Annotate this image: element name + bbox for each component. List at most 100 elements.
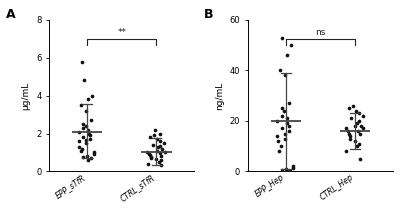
- Point: [146, 153, 152, 156]
- Point: [283, 167, 289, 171]
- Point: [91, 151, 98, 154]
- Point: [279, 168, 285, 172]
- Point: [274, 134, 281, 138]
- Point: [150, 143, 156, 147]
- Point: [279, 107, 285, 110]
- Point: [286, 124, 292, 128]
- Point: [84, 155, 91, 158]
- Point: [153, 158, 160, 161]
- Point: [279, 36, 286, 39]
- Point: [343, 127, 349, 130]
- Point: [144, 162, 151, 165]
- Point: [87, 134, 94, 137]
- Point: [288, 43, 294, 47]
- Point: [344, 129, 351, 133]
- Point: [157, 144, 164, 148]
- Point: [343, 150, 350, 153]
- Point: [290, 165, 296, 168]
- Point: [156, 152, 163, 155]
- Point: [286, 170, 293, 173]
- Point: [89, 94, 96, 97]
- Point: [356, 132, 363, 135]
- Point: [282, 137, 288, 140]
- Point: [80, 136, 86, 139]
- Point: [346, 134, 353, 138]
- Point: [281, 109, 288, 113]
- Point: [157, 139, 164, 143]
- Point: [161, 141, 167, 145]
- Point: [276, 69, 283, 72]
- Point: [274, 119, 280, 123]
- Point: [290, 166, 296, 169]
- Point: [352, 124, 358, 128]
- Point: [278, 144, 284, 148]
- Point: [284, 54, 290, 57]
- Point: [358, 124, 364, 128]
- Point: [285, 129, 292, 133]
- Point: [83, 109, 89, 113]
- Text: A: A: [6, 8, 15, 21]
- Point: [77, 149, 84, 152]
- Point: [82, 124, 89, 128]
- Point: [154, 149, 160, 152]
- Point: [156, 132, 163, 135]
- Point: [85, 98, 91, 101]
- Point: [352, 139, 358, 143]
- Point: [76, 130, 82, 133]
- Point: [79, 147, 85, 150]
- Point: [356, 112, 362, 115]
- Point: [148, 156, 155, 160]
- Point: [282, 132, 288, 135]
- Point: [284, 122, 291, 125]
- Point: [158, 158, 164, 162]
- Point: [345, 107, 352, 110]
- Point: [78, 104, 84, 107]
- Point: [159, 147, 165, 150]
- Point: [347, 137, 353, 140]
- Point: [274, 139, 281, 143]
- Point: [278, 114, 285, 118]
- Point: [352, 109, 359, 113]
- Point: [360, 127, 366, 130]
- Point: [155, 145, 162, 148]
- Point: [276, 150, 282, 153]
- Point: [147, 136, 153, 139]
- Point: [279, 127, 285, 130]
- Text: ns: ns: [315, 28, 326, 37]
- Y-axis label: μg/mL: μg/mL: [22, 81, 31, 110]
- Point: [80, 79, 87, 82]
- Point: [88, 156, 94, 160]
- Point: [357, 157, 363, 160]
- Point: [85, 128, 92, 131]
- Point: [79, 60, 86, 63]
- Point: [286, 102, 292, 105]
- Point: [76, 145, 82, 148]
- Point: [85, 158, 91, 162]
- Point: [158, 155, 164, 158]
- Point: [83, 141, 89, 145]
- Point: [88, 119, 94, 122]
- Point: [80, 156, 87, 159]
- Point: [158, 163, 164, 167]
- Point: [356, 142, 363, 145]
- Point: [86, 132, 92, 135]
- Point: [80, 126, 86, 130]
- Text: **: **: [117, 28, 126, 37]
- Point: [91, 153, 98, 156]
- Point: [87, 138, 93, 141]
- Point: [80, 122, 86, 126]
- Point: [348, 117, 354, 120]
- Text: B: B: [204, 8, 214, 21]
- Y-axis label: ng/mL: ng/mL: [215, 81, 224, 110]
- Point: [154, 138, 160, 141]
- Point: [284, 117, 290, 120]
- Point: [152, 128, 158, 131]
- Point: [156, 160, 162, 164]
- Point: [346, 132, 352, 135]
- Point: [350, 104, 356, 108]
- Point: [354, 144, 361, 148]
- Point: [151, 134, 157, 137]
- Point: [161, 151, 168, 154]
- Point: [147, 154, 154, 157]
- Point: [284, 170, 290, 173]
